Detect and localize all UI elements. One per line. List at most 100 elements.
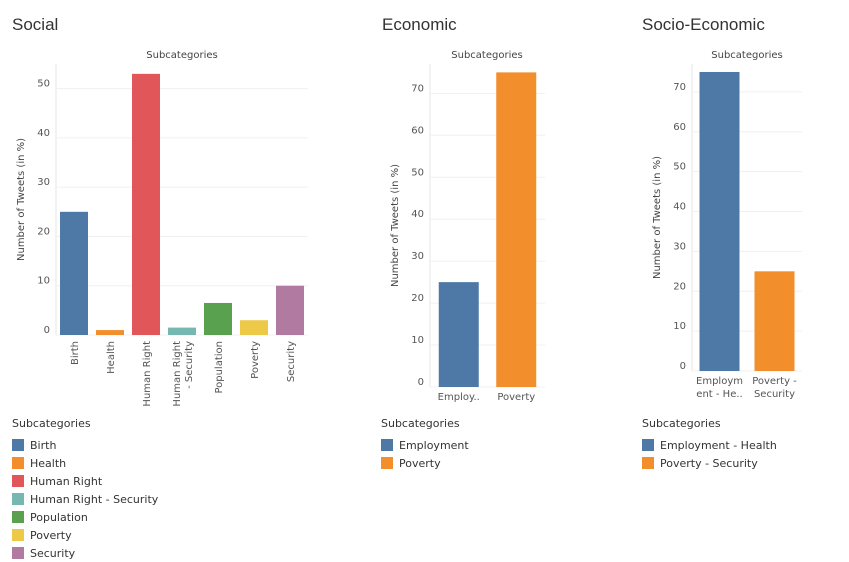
x-tick-label-line: Poverty — [250, 341, 261, 379]
legend-swatch — [381, 439, 393, 451]
chart-subtitle: Subcategories — [711, 50, 782, 61]
y-tick-label: 50 — [411, 167, 424, 178]
y-tick-label: 50 — [673, 162, 686, 173]
x-tick-label: Employ.. — [438, 392, 480, 403]
bar-birth — [60, 211, 88, 335]
bar-human-right-security — [168, 327, 196, 335]
y-axis-label: Number of Tweets (in %) — [652, 156, 663, 279]
bar-health — [96, 330, 124, 335]
x-tick-label: Poverty — [497, 392, 535, 403]
socio-economic-title: Socio-Economic — [642, 15, 765, 34]
bar-human-right — [132, 73, 160, 335]
y-tick-label: 60 — [411, 125, 424, 136]
y-axis-label: Number of Tweets (in %) — [390, 164, 401, 287]
chart-subtitle: Subcategories — [146, 50, 217, 61]
legend-item: Poverty - Security — [642, 454, 777, 472]
legend-label: Employment — [399, 438, 469, 452]
y-tick-label: 30 — [37, 177, 50, 188]
chart-subtitle: Subcategories — [451, 50, 522, 61]
x-tick-label: Human Right- Security — [172, 341, 195, 407]
bar-poverty — [496, 72, 537, 387]
legend-swatch — [12, 475, 24, 487]
x-tick-label: Security — [286, 341, 297, 382]
bar-poverty — [240, 320, 268, 335]
legend-label: Population — [30, 510, 88, 524]
bar-security — [276, 285, 304, 335]
legend-item: Employment - Health — [642, 436, 777, 454]
x-tick-label-line: ent - He.. — [696, 389, 742, 400]
legend-label: Poverty — [399, 456, 441, 470]
x-tick-label-line: - Security — [184, 341, 195, 389]
y-tick-label: 10 — [673, 321, 686, 332]
y-tick-label: 40 — [37, 128, 50, 139]
legend-item: Poverty — [12, 526, 158, 544]
bar-population — [204, 302, 232, 335]
legend-title: Subcategories — [642, 417, 721, 430]
y-tick-label: 10 — [411, 335, 424, 346]
legend-item: Birth — [12, 436, 158, 454]
legend-item: Poverty — [381, 454, 469, 472]
y-tick-label: 70 — [411, 83, 424, 94]
economic-title: Economic — [382, 15, 457, 34]
legend-label: Poverty — [30, 528, 72, 542]
y-tick-label: 0 — [680, 361, 686, 372]
legend-swatch — [12, 493, 24, 505]
legend-label: Poverty - Security — [660, 456, 758, 470]
social-title: Social — [12, 15, 59, 34]
social-legend: Subcategories Birth Health Human Right Huma… — [12, 417, 158, 562]
x-tick-label: Employm ent - He.. — [696, 376, 743, 400]
economic-legend: Subcategories Employment Poverty — [381, 417, 469, 472]
y-tick-label: 20 — [37, 226, 50, 237]
legend-title: Subcategories — [12, 417, 91, 430]
legend-label: Human Right — [30, 474, 103, 488]
y-tick-label: 30 — [673, 241, 686, 252]
x-tick-label-line: Human Right — [172, 341, 183, 407]
legend-label: Birth — [30, 438, 57, 452]
y-tick-label: 0 — [44, 325, 50, 336]
legend-item: Employment — [381, 436, 469, 454]
legend-label: Employment - Health — [660, 438, 777, 452]
y-tick-label: 0 — [418, 377, 424, 388]
y-tick-label: 10 — [37, 276, 50, 287]
bar-employment-health — [699, 71, 740, 371]
y-tick-label: 60 — [673, 122, 686, 133]
socio-economic-legend: Subcategories Employment - Health Poverty… — [642, 417, 777, 472]
legend-item: Human Right — [12, 472, 158, 490]
x-tick-label-line: Security — [754, 389, 795, 400]
legend-swatch — [12, 547, 24, 559]
y-tick-label: 50 — [37, 79, 50, 90]
legend-label: Security — [30, 546, 76, 560]
x-tick-label-line: Birth — [70, 341, 81, 365]
legend-swatch — [12, 529, 24, 541]
y-tick-label: 20 — [411, 293, 424, 304]
x-tick-label-line: Human Right — [142, 341, 153, 407]
legend-swatch — [381, 457, 393, 469]
x-tick-label-line: Health — [106, 341, 117, 374]
x-tick-label: Human Right — [142, 341, 153, 407]
x-tick-label: Population — [214, 341, 225, 394]
legend-swatch — [12, 439, 24, 451]
legend-swatch — [642, 439, 654, 451]
x-tick-label: Birth — [70, 341, 81, 365]
bar-poverty-security — [754, 271, 795, 371]
y-tick-label: 70 — [673, 82, 686, 93]
x-tick-label-line: Poverty — [497, 392, 535, 403]
y-tick-label: 40 — [673, 202, 686, 213]
legend-swatch — [642, 457, 654, 469]
legend-item: Security — [12, 544, 158, 562]
y-axis-label: Number of Tweets (in %) — [16, 138, 27, 261]
y-tick-label: 30 — [411, 251, 424, 262]
legend-item: Human Right - Security — [12, 490, 158, 508]
legend-item: Health — [12, 454, 158, 472]
legend-item: Population — [12, 508, 158, 526]
y-tick-label: 20 — [673, 281, 686, 292]
x-tick-label-line: Employm — [696, 376, 743, 387]
x-tick-label-line: Population — [214, 341, 225, 394]
x-tick-label-line: Poverty - — [752, 376, 797, 387]
legend-swatch — [12, 457, 24, 469]
x-tick-label-line: Employ.. — [438, 392, 480, 403]
bar-employment — [438, 282, 479, 387]
legend-swatch — [12, 511, 24, 523]
x-tick-label: Poverty - Security — [752, 376, 797, 400]
legend-label: Human Right - Security — [30, 492, 159, 506]
